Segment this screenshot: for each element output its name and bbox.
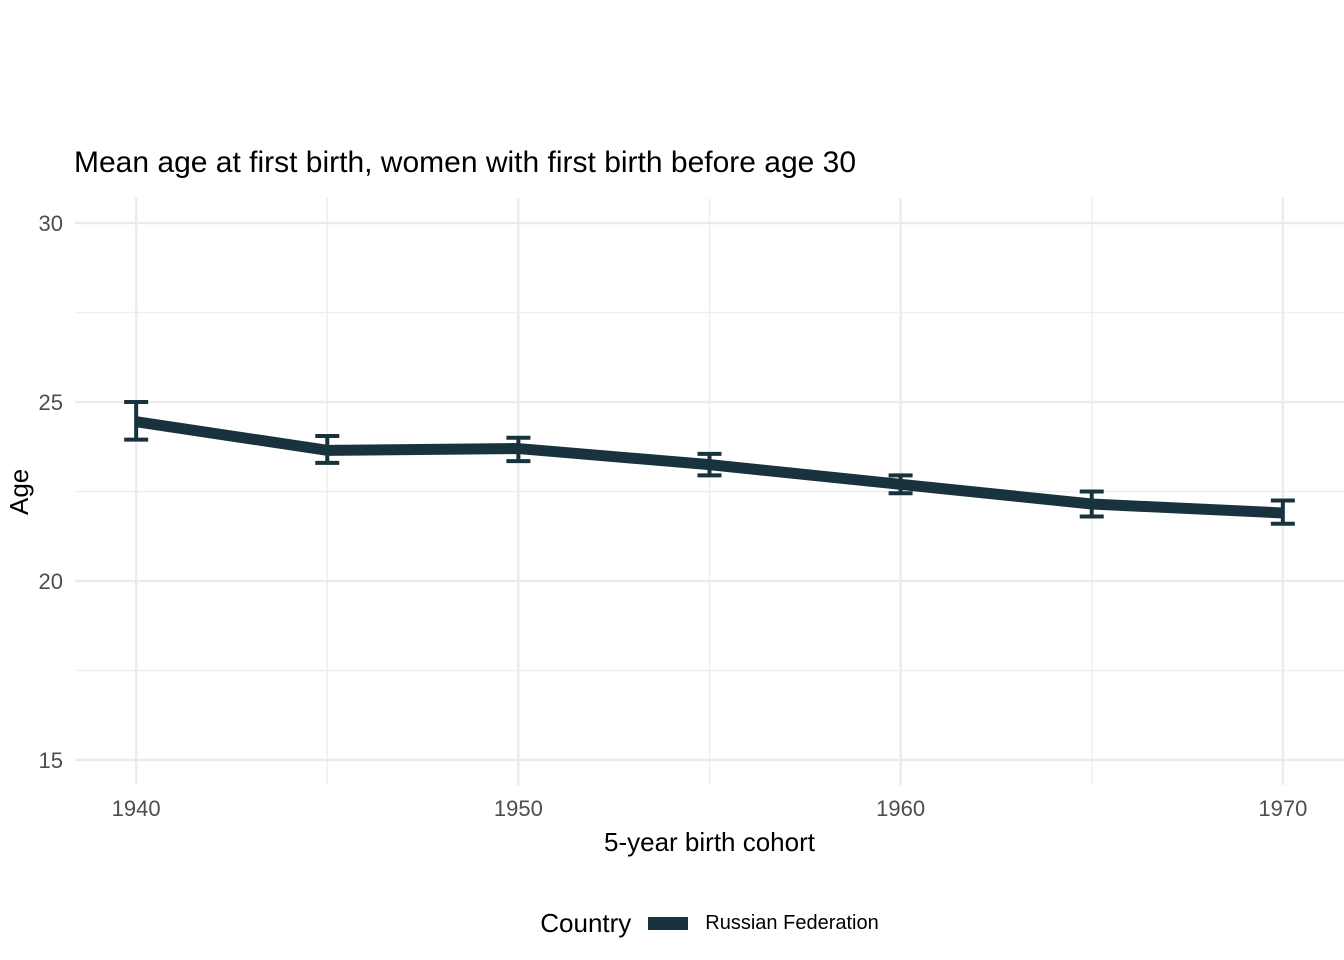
series-line-russian-federation — [135, 416, 1284, 519]
x-tick-label: 1970 — [1258, 796, 1307, 821]
y-tick-label: 15 — [39, 748, 63, 773]
legend-series-label: Russian Federation — [705, 911, 879, 934]
y-axis-title: Age — [4, 468, 34, 515]
legend-line-swatch — [648, 916, 689, 930]
chart-title: Mean age at first birth, women with firs… — [74, 146, 857, 179]
x-tick-label: 1950 — [494, 796, 543, 821]
x-tick-label: 1960 — [876, 796, 925, 821]
x-tick-label: 1940 — [112, 796, 161, 821]
y-tick-label: 20 — [39, 569, 63, 594]
legend-title: Country — [540, 907, 632, 938]
x-axis-title: 5-year birth cohort — [604, 827, 815, 857]
y-tick-label: 25 — [39, 390, 63, 415]
y-tick-label: 30 — [39, 211, 63, 236]
legend: Country Russian Federation — [75, 902, 1344, 944]
